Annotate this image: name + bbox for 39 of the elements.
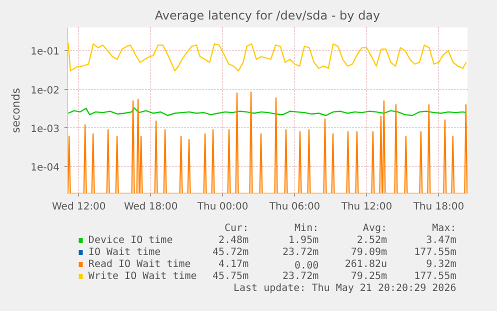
y-tick-label: 1e-03 xyxy=(30,124,60,135)
legend-label: Device IO time xyxy=(88,235,173,246)
line-series xyxy=(68,42,467,72)
text: 261.82u xyxy=(344,259,388,270)
text: 1.95m xyxy=(288,235,319,246)
legend-label: Write IO Wait time xyxy=(88,271,197,282)
text: Min: xyxy=(294,223,319,234)
y-tick-label: 1e-02 xyxy=(30,85,60,96)
x-tick-label: Wed 18:00 xyxy=(124,202,178,212)
text: 4.17m xyxy=(218,259,249,270)
text: Avg: xyxy=(362,223,388,234)
text: 2.48m xyxy=(218,235,249,246)
x-tick-label: Thu 18:00 xyxy=(412,202,464,212)
text: Max: xyxy=(432,223,456,234)
text: 45.72m xyxy=(212,247,249,258)
y-axis-title: seconds xyxy=(10,88,23,133)
text: 23.72m xyxy=(282,247,319,258)
line-series xyxy=(68,107,467,116)
x-tick-label: Thu 00:00 xyxy=(196,202,248,212)
text: Last update: Thu May 21 20:20:29 2026 xyxy=(233,283,456,294)
text: 9.32m xyxy=(426,259,456,270)
text: Cur: xyxy=(224,223,249,234)
text: 23.72m xyxy=(282,271,319,282)
text: 0.00 xyxy=(294,260,319,272)
text: 79.25m xyxy=(350,271,388,282)
x-tick-label: Wed 12:00 xyxy=(52,202,106,212)
text: 79.09m xyxy=(350,247,388,258)
text: 177.55m xyxy=(414,271,456,282)
text: 2.52m xyxy=(356,235,388,246)
legend-label: Read IO Wait time xyxy=(88,259,191,270)
legend-label: IO Wait time xyxy=(88,247,161,258)
text: 177.55m xyxy=(414,247,456,258)
y-tick-label: 1e-04 xyxy=(30,162,60,174)
text: 45.75m xyxy=(212,271,249,282)
chart-title: Average latency for /dev/sda - by day xyxy=(154,8,380,22)
y-tick-label: 1e-01 xyxy=(30,46,60,58)
x-tick-label: Thu 06:00 xyxy=(268,202,320,212)
text: 3.47m xyxy=(426,235,456,246)
x-tick-label: Thu 12:00 xyxy=(340,202,392,212)
